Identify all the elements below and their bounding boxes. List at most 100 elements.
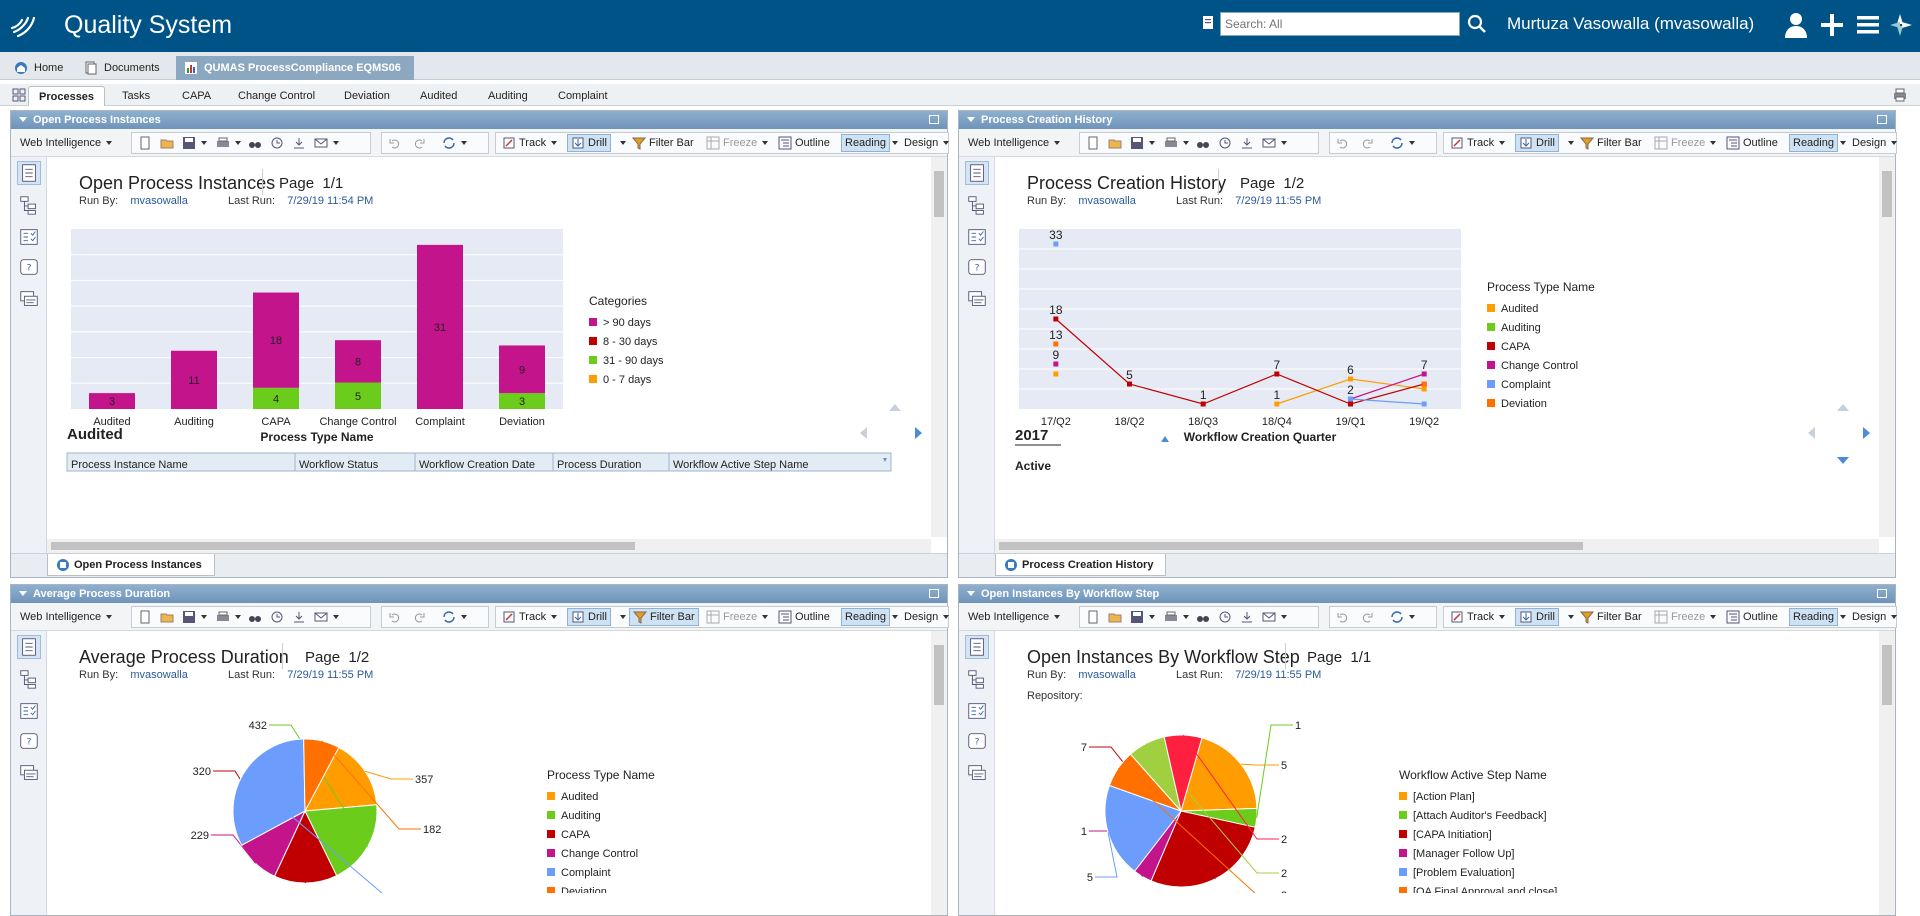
- email-button[interactable]: [1259, 134, 1290, 152]
- reading-menu[interactable]: [1835, 134, 1849, 152]
- tab-change-control[interactable]: Change Control: [238, 90, 316, 102]
- drill-menu[interactable]: [615, 608, 629, 626]
- history-button[interactable]: [1215, 608, 1235, 626]
- design-button[interactable]: Design: [901, 134, 952, 152]
- design-button[interactable]: Design: [1849, 134, 1900, 152]
- page-up-icon[interactable]: [889, 404, 901, 411]
- collapse-icon[interactable]: [967, 117, 975, 122]
- track-button[interactable]: Track: [499, 134, 560, 152]
- search-box[interactable]: [1220, 12, 1460, 36]
- find-button[interactable]: [245, 134, 265, 152]
- filter-bar-button[interactable]: Filter Bar: [1577, 608, 1645, 626]
- filter-bar-button[interactable]: Filter Bar: [629, 134, 697, 152]
- data-point[interactable]: [1421, 371, 1427, 377]
- tab-home[interactable]: Home: [6, 56, 71, 80]
- refresh-button[interactable]: [1387, 608, 1418, 626]
- tab-documents[interactable]: Documents: [76, 56, 168, 80]
- report-page-tab[interactable]: Open Process Instances: [47, 554, 215, 576]
- help-icon[interactable]: ?: [965, 255, 989, 279]
- drill-menu[interactable]: [1563, 134, 1577, 152]
- reading-button[interactable]: Reading: [1789, 608, 1838, 626]
- find-button[interactable]: [245, 608, 265, 626]
- outline-button[interactable]: Outline: [1723, 608, 1781, 626]
- filter-bar-button[interactable]: Filter Bar: [1577, 134, 1645, 152]
- add-icon[interactable]: [1818, 10, 1846, 40]
- navigation-map-icon[interactable]: [17, 193, 41, 217]
- compass-icon[interactable]: [1888, 10, 1914, 40]
- user-icon[interactable]: [1782, 10, 1810, 40]
- input-controls-icon[interactable]: [965, 225, 989, 249]
- panel-header[interactable]: Open Instances By Workflow Step: [959, 585, 1895, 603]
- data-point[interactable]: [1274, 401, 1280, 407]
- drill-up-icon[interactable]: [1161, 436, 1169, 442]
- open-button[interactable]: [157, 134, 177, 152]
- horizontal-scrollbar[interactable]: [995, 539, 1879, 553]
- undo-button[interactable]: [385, 134, 405, 152]
- search-icon[interactable]: [1466, 13, 1488, 35]
- bar--90-days[interactable]: [335, 340, 381, 383]
- drill-button[interactable]: Drill: [1515, 134, 1559, 152]
- tab-capa[interactable]: CAPA: [182, 90, 212, 102]
- bar--90-days[interactable]: [417, 244, 463, 409]
- search-input[interactable]: [1221, 17, 1451, 31]
- data-point[interactable]: [1348, 396, 1353, 402]
- sort-icon[interactable]: [883, 458, 887, 462]
- data-point[interactable]: [1421, 381, 1427, 387]
- reading-button[interactable]: Reading: [841, 608, 890, 626]
- vertical-scroll-thumb[interactable]: [1882, 171, 1892, 217]
- new-button[interactable]: [1083, 608, 1103, 626]
- input-controls-icon[interactable]: [17, 699, 41, 723]
- vertical-scroll-thumb[interactable]: [1882, 645, 1892, 705]
- refresh-button[interactable]: [1387, 134, 1418, 152]
- undo-button[interactable]: [385, 608, 405, 626]
- vertical-scrollbar[interactable]: [1879, 157, 1895, 537]
- comments-icon[interactable]: [965, 761, 989, 785]
- help-icon[interactable]: ?: [17, 729, 41, 753]
- grid-icon[interactable]: [12, 88, 26, 102]
- page-up-icon[interactable]: [1837, 404, 1849, 411]
- data-point[interactable]: [1421, 386, 1427, 392]
- tab-processes[interactable]: Processes: [28, 86, 106, 106]
- history-button[interactable]: [1215, 134, 1235, 152]
- vertical-scrollbar[interactable]: [1879, 631, 1895, 915]
- drill-button[interactable]: Drill: [1515, 608, 1559, 626]
- outline-button[interactable]: Outline: [775, 134, 833, 152]
- reading-button[interactable]: Reading: [841, 134, 890, 152]
- save-button[interactable]: [1127, 608, 1158, 626]
- print-button[interactable]: [213, 134, 244, 152]
- bar-31-90-days[interactable]: [253, 387, 299, 409]
- find-button[interactable]: [1193, 134, 1213, 152]
- print-button[interactable]: [213, 608, 244, 626]
- maximize-icon[interactable]: [929, 115, 939, 124]
- print-button[interactable]: [1161, 134, 1192, 152]
- bar--90-days[interactable]: [89, 393, 135, 409]
- panel-header[interactable]: Average Process Duration: [11, 585, 947, 603]
- maximize-icon[interactable]: [929, 589, 939, 598]
- bar--90-days[interactable]: [499, 345, 545, 394]
- reading-menu[interactable]: [887, 608, 901, 626]
- collapse-icon[interactable]: [19, 117, 27, 122]
- email-button[interactable]: [311, 608, 342, 626]
- run-by-value[interactable]: mvasowalla: [1078, 195, 1136, 207]
- new-button[interactable]: [135, 134, 155, 152]
- data-point[interactable]: [1200, 401, 1206, 407]
- document-structure-icon[interactable]: [965, 161, 989, 185]
- drill-button[interactable]: Drill: [567, 134, 611, 152]
- user-name[interactable]: Murtuza Vasowalla (mvasowalla): [1507, 14, 1755, 33]
- redo-button[interactable]: [409, 608, 429, 626]
- page-left-icon[interactable]: [860, 427, 867, 439]
- run-by-value[interactable]: mvasowalla: [130, 669, 188, 681]
- bar--90-days[interactable]: [171, 350, 217, 409]
- freeze-button[interactable]: Freeze: [703, 134, 771, 152]
- design-button[interactable]: Design: [901, 608, 952, 626]
- input-controls-icon[interactable]: [965, 699, 989, 723]
- freeze-button[interactable]: Freeze: [1651, 134, 1719, 152]
- redo-button[interactable]: [409, 134, 429, 152]
- bar-31-90-days[interactable]: [335, 382, 381, 409]
- data-point[interactable]: [1127, 381, 1132, 387]
- navigation-map-icon[interactable]: [17, 667, 41, 691]
- help-icon[interactable]: ?: [965, 729, 989, 753]
- history-button[interactable]: [267, 608, 287, 626]
- comments-icon[interactable]: [17, 287, 41, 311]
- open-button[interactable]: [1105, 608, 1125, 626]
